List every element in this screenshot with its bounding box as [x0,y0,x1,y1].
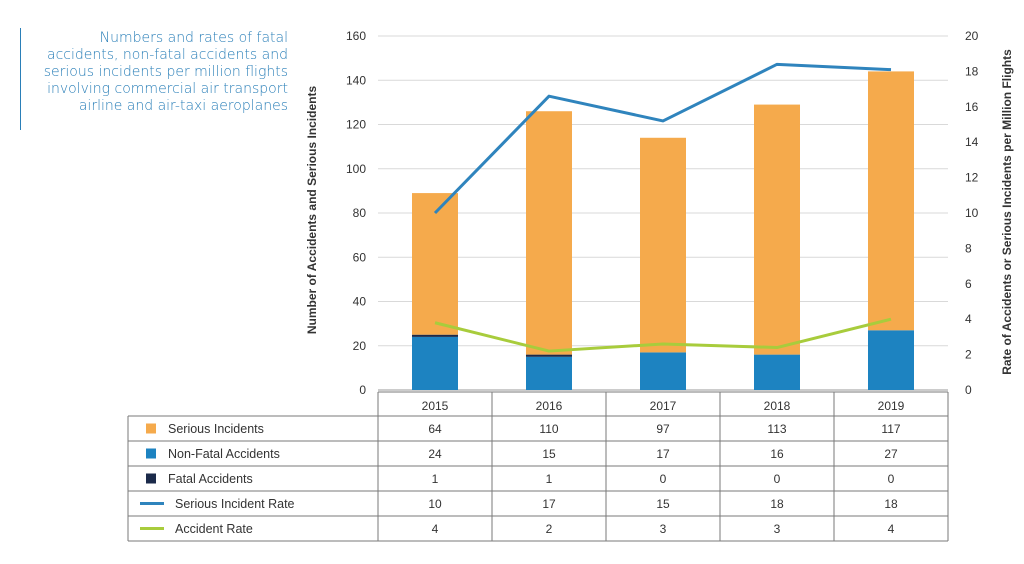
line-serious-incident-rate [433,62,892,215]
data-label: 3 [774,522,781,536]
chart-caption: Numbers and rates of fatal accidents, no… [43,30,288,114]
y2-tick-label: 18 [965,64,979,78]
y2-tick-label: 12 [965,171,979,185]
data-label: 18 [884,497,898,511]
data-label: 15 [542,447,556,461]
data-label: 4 [888,522,895,536]
y-tick-label: 100 [346,162,366,176]
legend-label: Non-Fatal Accidents [168,447,280,461]
y2-tick-label: 14 [965,135,979,149]
x-tick-label: 2015 [422,399,449,413]
caption-accent-bar [20,28,21,130]
data-label: 117 [881,422,900,436]
bar-serious-incidents [868,71,914,331]
bar-fatal-accidents [412,334,458,337]
data-label: 4 [432,522,439,536]
right-axis-ticks: 0 2 4 6 8 10 12 14 16 18 20 [965,29,979,397]
rate-lines [433,62,892,353]
y2-tick-label: 10 [965,206,979,220]
y2-tick-label: 16 [965,100,979,114]
data-label: 2 [546,522,553,536]
y-tick-label: 80 [353,206,367,220]
data-label: 18 [770,497,784,511]
legend-swatch [146,423,156,434]
x-tick-label: 2019 [878,399,905,413]
data-label: 16 [770,447,784,461]
data-label: 97 [656,422,670,436]
y-tick-label: 40 [353,295,367,309]
y-tick-label: 0 [359,383,366,397]
left-axis-ticks: 0 20 40 60 80 100 120 140 160 [346,29,366,397]
legend-label: Accident Rate [175,522,253,536]
data-label: 1 [432,472,439,486]
legend-swatch [146,473,156,484]
legend-swatch [146,448,156,459]
data-label: 1 [546,472,553,486]
data-label: 10 [428,497,442,511]
legend-label: Serious Incident Rate [175,497,295,511]
y2-tick-label: 8 [965,241,972,255]
bars [412,71,914,390]
y2-tick-label: 0 [965,383,972,397]
data-label: 0 [660,472,667,486]
y2-tick-label: 6 [965,277,972,291]
bar-fatal-accidents [526,354,572,357]
x-tick-label: 2018 [764,399,791,413]
data-label: 110 [539,422,558,436]
bar-non-fatal-accidents [526,356,572,390]
y2-tick-label: 20 [965,29,979,43]
y-tick-label: 120 [346,118,366,132]
y-tick-label: 20 [353,339,367,353]
data-label: 64 [428,422,442,436]
bar-non-fatal-accidents [412,336,458,390]
data-label: 113 [767,422,786,436]
bar-non-fatal-accidents [868,330,914,390]
bar-serious-incidents [526,111,572,355]
x-tick-label: 2017 [650,399,677,413]
y-tick-label: 160 [346,29,366,43]
bar-serious-incidents [754,104,800,355]
y-axis-label: Number of Accidents and Serious Incident… [305,86,319,335]
y2-tick-label: 4 [965,312,972,326]
data-label: 24 [428,447,442,461]
y-tick-label: 60 [353,250,367,264]
bar-non-fatal-accidents [640,352,686,390]
x-tick-label: 2016 [536,399,563,413]
data-label: 0 [774,472,781,486]
bar-serious-incidents [640,137,686,353]
legend-label: Fatal Accidents [168,472,253,486]
data-label: 27 [884,447,898,461]
data-label: 0 [888,472,895,486]
y-tick-label: 140 [346,73,366,87]
bar-serious-incidents [412,193,458,335]
data-label: 15 [656,497,670,511]
data-label: 17 [656,447,670,461]
data-label: 17 [542,497,556,511]
data-label: 3 [660,522,667,536]
y2-tick-label: 2 [965,348,972,362]
y2-axis-label: Rate of Accidents or Serious Incidents p… [1000,49,1014,375]
legend-label: Serious Incidents [168,422,264,436]
bar-non-fatal-accidents [754,354,800,390]
line-accident-rate [434,317,892,353]
